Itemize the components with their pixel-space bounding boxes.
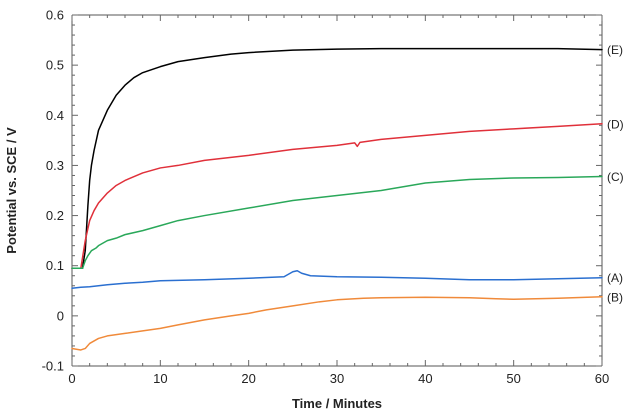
- y-tick-label: 0.4: [46, 108, 64, 123]
- x-tick-label: 0: [68, 371, 75, 386]
- series-label: (A): [607, 271, 623, 285]
- y-tick-label: 0.5: [46, 58, 64, 73]
- series-line-4: [71, 296, 603, 351]
- y-tick-label: -0.1: [42, 359, 64, 374]
- series-lines: [71, 47, 603, 351]
- series-label: (C): [607, 170, 624, 184]
- x-tick-label: 50: [506, 371, 520, 386]
- y-tick-label: 0.1: [46, 258, 64, 273]
- series-label: (D): [607, 117, 624, 131]
- series-label: (B): [607, 290, 623, 304]
- x-tick-label: 30: [330, 371, 344, 386]
- tick-marks: [71, 14, 603, 367]
- y-tick-label: 0.2: [46, 208, 64, 223]
- y-tick-label: 0.6: [46, 8, 64, 23]
- axes: [71, 14, 603, 367]
- tick-labels: 0 10 20 30 40 50 60 -0.1 0 0.1 0.2 0.3 0.4 0.5 0.6: [42, 8, 610, 387]
- y-tick-label: 0: [57, 308, 64, 323]
- series-line-1: [71, 123, 603, 269]
- x-tick-label: 60: [595, 371, 609, 386]
- series-line-3: [71, 269, 603, 290]
- y-tick-label: 0.3: [46, 158, 64, 173]
- x-tick-label: 40: [418, 371, 432, 386]
- series-line-2: [71, 175, 603, 269]
- series-labels: (E) (D) (C) (A) (B): [607, 43, 624, 304]
- x-tick-label: 10: [153, 371, 167, 386]
- x-axis-title: Time / Minutes: [292, 396, 382, 411]
- x-tick-label: 20: [241, 371, 255, 386]
- series-label: (E): [607, 43, 623, 57]
- series-line-0: [71, 47, 603, 269]
- y-axis-title: Potential vs. SCE / V: [4, 127, 19, 254]
